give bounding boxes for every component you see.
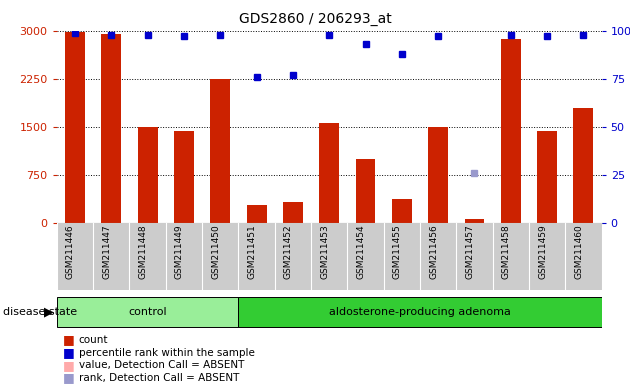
Text: GSM211455: GSM211455: [393, 225, 402, 280]
Text: GSM211450: GSM211450: [211, 225, 220, 280]
Text: GSM211457: GSM211457: [466, 225, 474, 280]
Text: GSM211451: GSM211451: [248, 225, 256, 280]
Text: GSM211459: GSM211459: [538, 225, 547, 280]
Text: count: count: [79, 335, 108, 345]
Bar: [238, 297, 602, 327]
Bar: [174, 131, 194, 223]
Text: GSM211454: GSM211454: [357, 225, 365, 280]
Text: aldosterone-producing adenoma: aldosterone-producing adenoma: [329, 307, 511, 317]
Bar: [319, 123, 339, 223]
Text: control: control: [129, 307, 167, 317]
Text: ■: ■: [63, 333, 75, 346]
Text: GSM211460: GSM211460: [575, 225, 583, 280]
Text: GSM211453: GSM211453: [320, 225, 329, 280]
Bar: [283, 202, 303, 223]
Bar: [537, 131, 557, 223]
Text: ■: ■: [63, 371, 75, 384]
Text: GSM211456: GSM211456: [429, 225, 438, 280]
Text: value, Detection Call = ABSENT: value, Detection Call = ABSENT: [79, 360, 244, 370]
Bar: [464, 219, 484, 223]
Bar: [355, 159, 375, 223]
Text: rank, Detection Call = ABSENT: rank, Detection Call = ABSENT: [79, 373, 239, 383]
Text: disease state: disease state: [3, 307, 77, 317]
Bar: [65, 32, 85, 223]
Text: ■: ■: [63, 346, 75, 359]
Bar: [57, 297, 238, 327]
Bar: [137, 127, 158, 223]
Text: GSM211458: GSM211458: [502, 225, 511, 280]
Text: ■: ■: [63, 359, 75, 372]
Bar: [101, 34, 121, 223]
Text: GSM211446: GSM211446: [66, 225, 75, 280]
Bar: [246, 205, 266, 223]
Text: percentile rank within the sample: percentile rank within the sample: [79, 348, 255, 358]
Text: GDS2860 / 206293_at: GDS2860 / 206293_at: [239, 12, 391, 25]
Bar: [428, 127, 448, 223]
Text: ▶: ▶: [44, 306, 54, 318]
Text: GSM211452: GSM211452: [284, 225, 293, 280]
Text: GSM211447: GSM211447: [102, 225, 111, 280]
Bar: [210, 79, 230, 223]
Text: GSM211449: GSM211449: [175, 225, 184, 280]
Text: GSM211448: GSM211448: [139, 225, 147, 280]
Bar: [392, 199, 412, 223]
Bar: [573, 108, 593, 223]
Bar: [501, 39, 521, 223]
